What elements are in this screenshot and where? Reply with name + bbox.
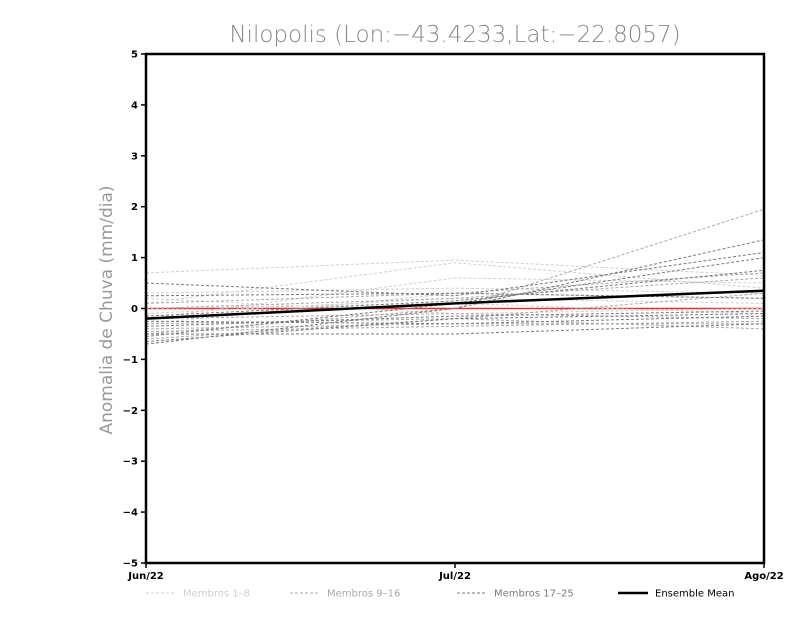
- x-tick-label: Jun/22: [127, 571, 164, 582]
- member-line: [145, 239, 765, 345]
- y-tick-label: 0: [131, 304, 138, 315]
- member-line: [145, 315, 765, 325]
- member-line: [145, 313, 765, 320]
- member-line: [145, 310, 765, 327]
- member-line: [145, 277, 765, 309]
- legend-label: Membros 1–8: [183, 589, 250, 600]
- ensemble-mean-line: [145, 289, 765, 320]
- y-tick-label: 3: [131, 151, 138, 162]
- member-line: [145, 272, 765, 304]
- y-tick-label: −3: [123, 457, 138, 468]
- member-line: [146, 323, 765, 335]
- legend-label: Membros 17–25: [494, 589, 574, 600]
- y-tick-label: 1: [131, 253, 138, 264]
- legend-label: Ensemble Mean: [655, 589, 734, 600]
- member-line: [145, 313, 765, 343]
- member-line: [145, 269, 765, 317]
- y-tick-label: 5: [131, 50, 138, 61]
- member-line: [145, 292, 765, 299]
- member-line: [145, 297, 765, 315]
- x-tick-label: Ago/22: [744, 571, 783, 582]
- x-axis-ticks: Jun/22 Jul/22 Ago/22: [127, 563, 784, 582]
- member-line: [145, 323, 764, 330]
- member-line: [145, 277, 765, 320]
- member-line: [145, 262, 765, 304]
- y-tick-label: −5: [123, 559, 138, 570]
- member-line: [145, 320, 765, 332]
- y-tick-label: 4: [131, 100, 138, 111]
- x-tick-label: Jul/22: [438, 571, 471, 582]
- y-tick-label: −2: [123, 406, 138, 417]
- y-tick-label: 2: [131, 202, 138, 213]
- member-line: [145, 287, 765, 294]
- y-tick-label: −1: [123, 355, 138, 366]
- y-tick-label: −4: [123, 508, 138, 519]
- member-line: [145, 292, 765, 340]
- chart-title: Nilopolis (Lon:−43.4233,Lat:−22.8057): [229, 22, 680, 48]
- member-line: [145, 252, 765, 297]
- legend: Membros 1–8 Membros 9–16 Membros 17–25 Ense…: [146, 589, 734, 600]
- member-line: [145, 259, 765, 276]
- legend-label: Membros 9–16: [327, 589, 400, 600]
- y-axis-label: Anomalia de Chuva (mm/dia): [97, 185, 117, 434]
- series-layer: [145, 208, 765, 345]
- y-axis-ticks: 5 4 3 2 1 0 −1 −2 −3 −4 −5: [123, 50, 146, 570]
- member-line: [145, 318, 765, 330]
